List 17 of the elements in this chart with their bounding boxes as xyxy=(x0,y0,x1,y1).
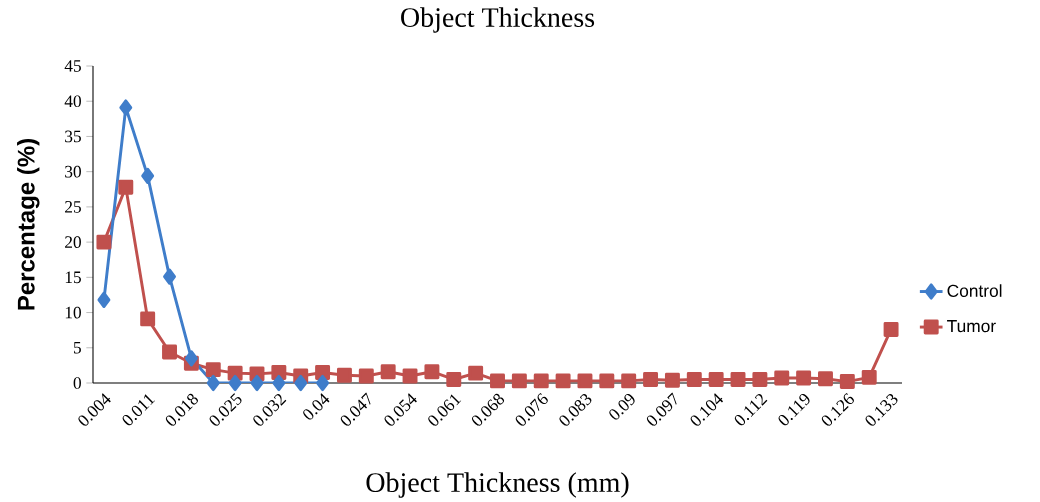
x-tick-label: 0.09 xyxy=(609,394,635,420)
y-tick-label: 0 xyxy=(73,377,81,389)
legend-label: Control xyxy=(947,284,1002,297)
y-tick-label: 45 xyxy=(64,60,81,72)
y-tick-label: 20 xyxy=(65,236,81,248)
y-tick-label: 35 xyxy=(65,130,81,143)
y-tick-label: 15 xyxy=(65,271,81,284)
y-tick-label: 5 xyxy=(73,342,81,354)
y-axis-title: Percentage (%) xyxy=(17,139,40,310)
x-axis-title: Object Thickness (mm) xyxy=(366,472,629,498)
y-tick-label: 40 xyxy=(64,95,81,108)
legend-label: Tumor xyxy=(947,320,996,333)
y-tick-label: 10 xyxy=(65,306,81,319)
y-tick-label: 25 xyxy=(65,201,81,213)
chart-title: Object Thickness xyxy=(401,7,595,33)
x-tick-label: 0.04 xyxy=(303,393,330,420)
y-tick-label: 30 xyxy=(65,165,81,178)
